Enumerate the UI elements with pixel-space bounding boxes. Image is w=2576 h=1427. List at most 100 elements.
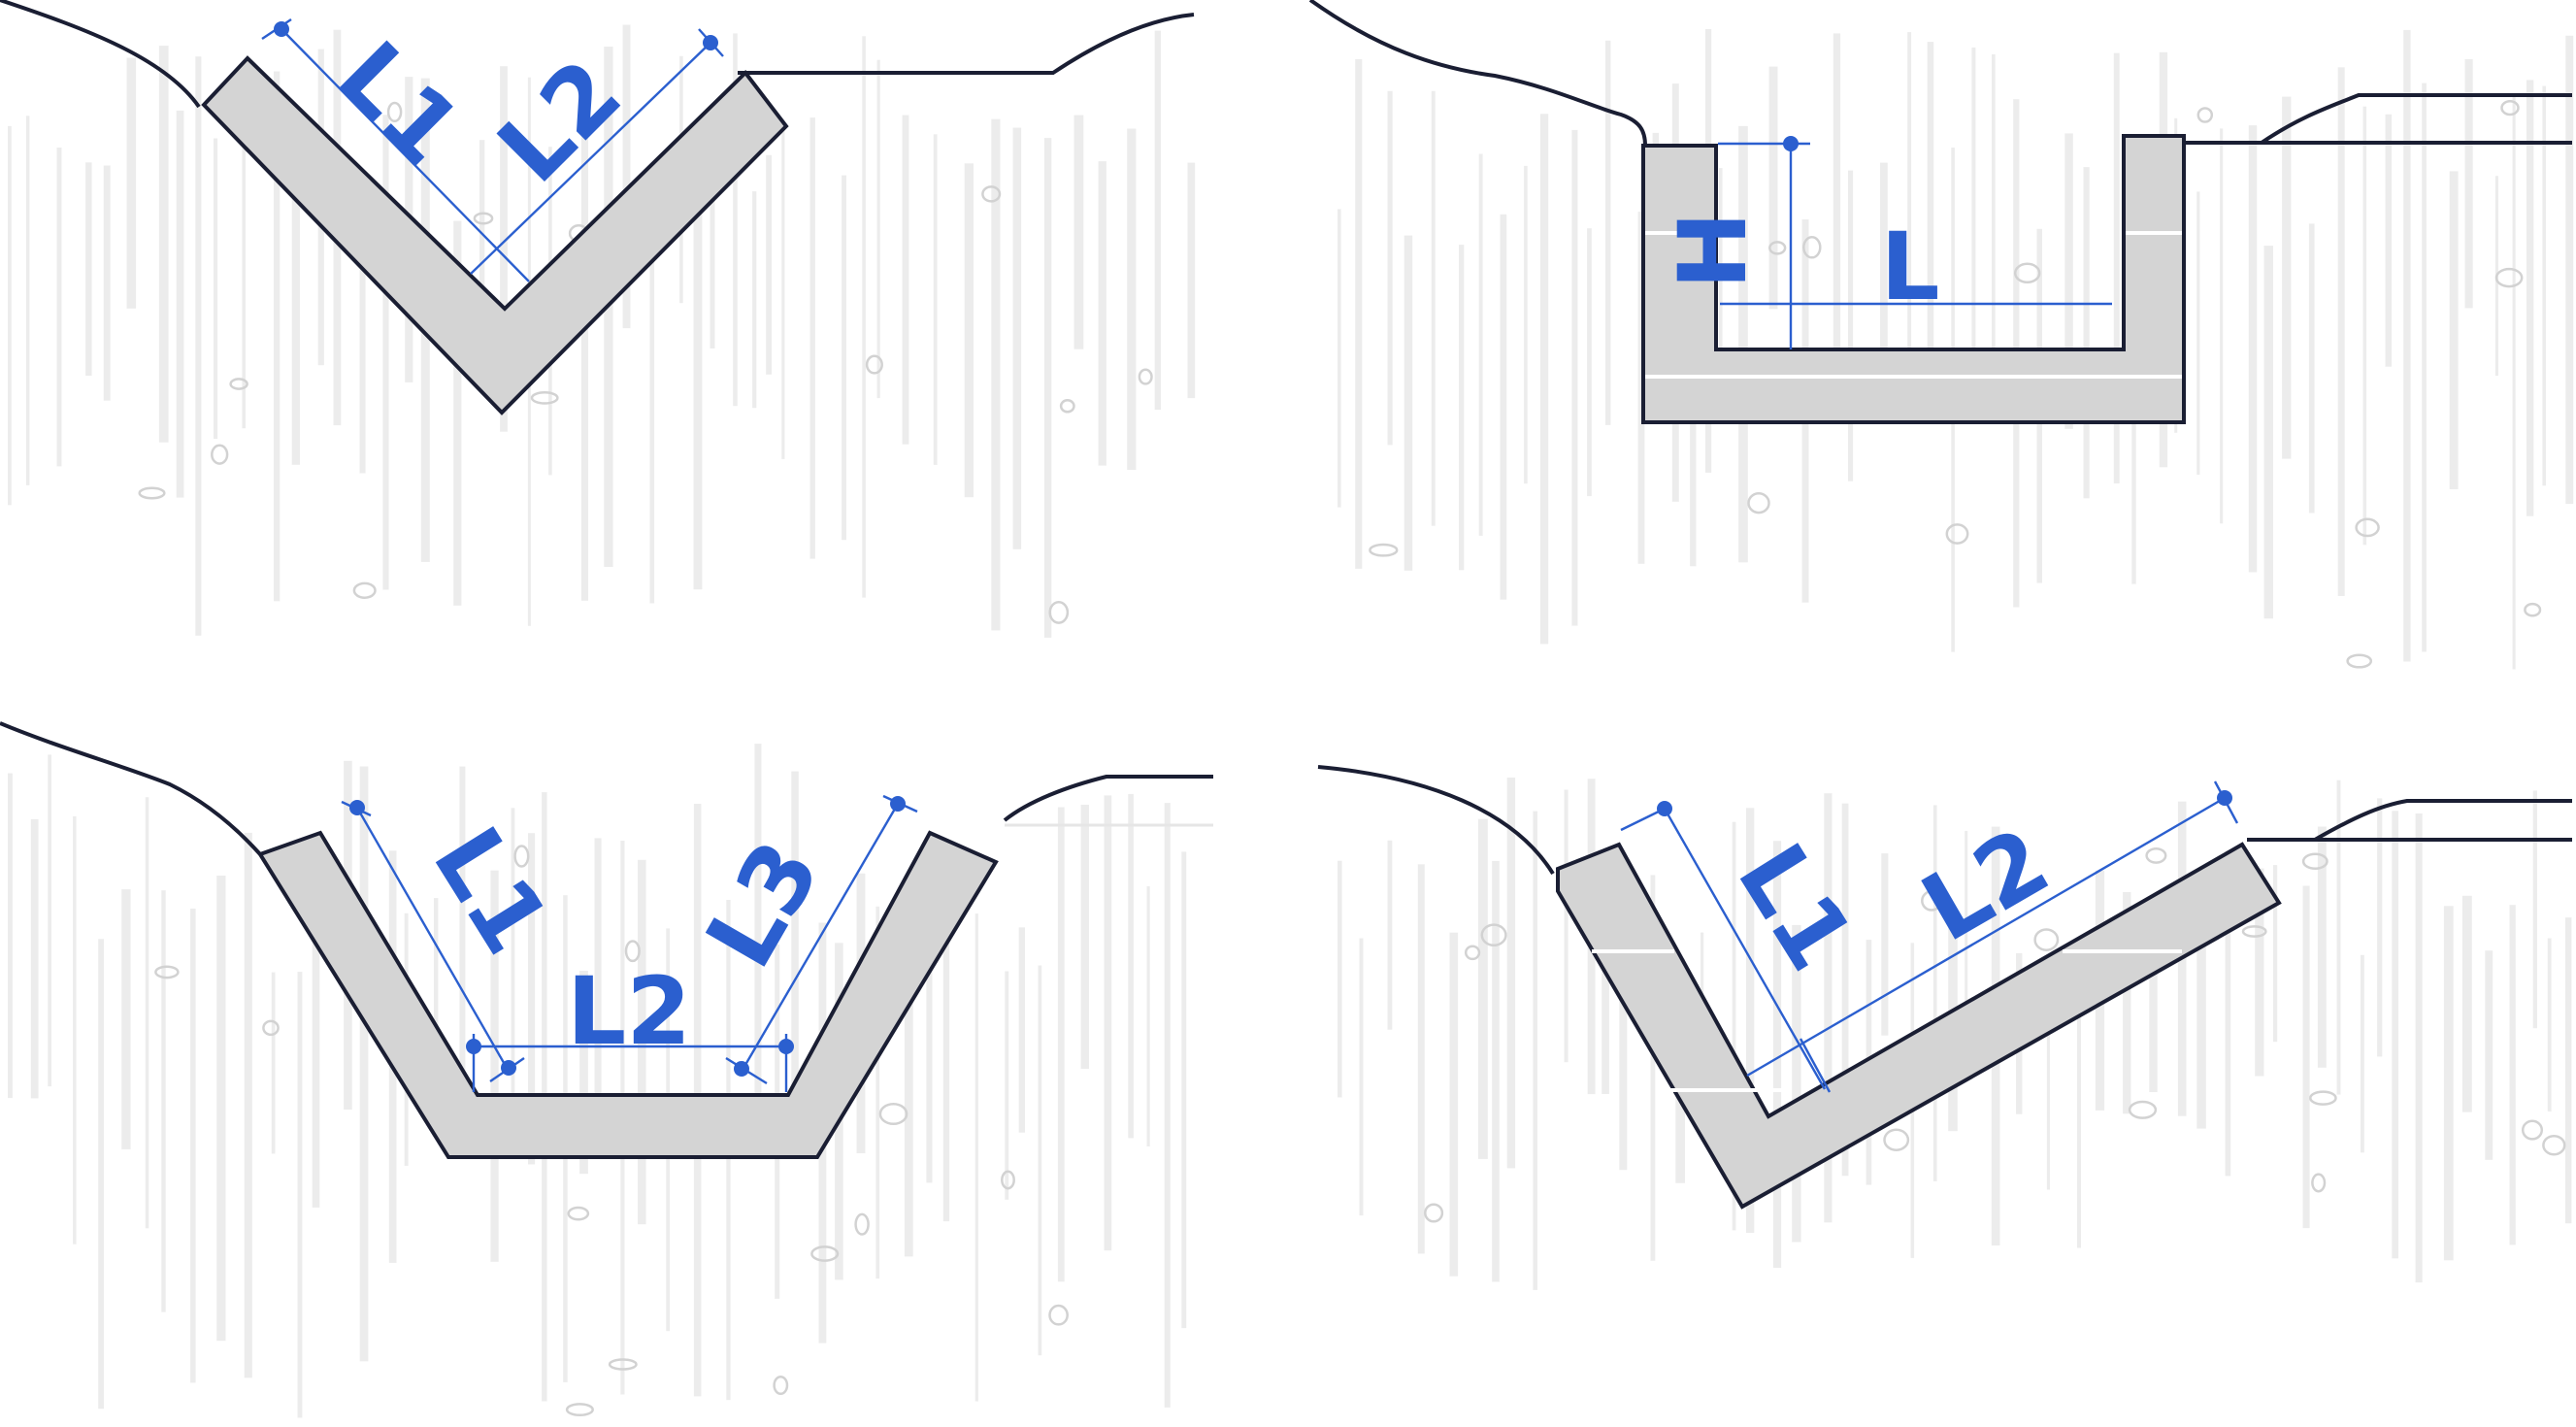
soil-hatch-stripe bbox=[500, 66, 508, 432]
soil-stone bbox=[154, 965, 180, 979]
soil-stone bbox=[1945, 523, 1969, 545]
soil-hatch-stripe bbox=[382, 115, 389, 590]
soil-hatch-stripe bbox=[2362, 106, 2367, 546]
soil-hatch-stripe bbox=[2464, 58, 2473, 309]
soil-hatch-stripe bbox=[1043, 138, 1052, 638]
dimension-endpoint bbox=[501, 1060, 516, 1076]
soil-hatch-stripe bbox=[2449, 171, 2459, 489]
soil-hatch-stripe bbox=[904, 959, 913, 1257]
soil-hatch-stripe bbox=[649, 162, 655, 604]
label-l2: L2 bbox=[1904, 807, 2066, 963]
soil-hatch-stripe bbox=[1338, 860, 1342, 1098]
dimension-line-l1 bbox=[281, 28, 530, 282]
soil-hatch-stripe bbox=[2273, 865, 2278, 1043]
ground-surface-line bbox=[0, 0, 201, 109]
dimension-endpoint bbox=[703, 35, 718, 50]
soil-stone bbox=[2521, 1119, 2544, 1141]
soil-hatch-stripe bbox=[1449, 932, 1459, 1277]
soil-hatch-stripe bbox=[190, 909, 196, 1383]
soil-stone bbox=[352, 581, 377, 599]
soil-hatch-stripe bbox=[754, 744, 762, 1155]
soil-hatch-stripe bbox=[594, 838, 602, 1112]
soil-hatch-stripe bbox=[781, 123, 785, 459]
ground-surface-line bbox=[2184, 93, 2572, 145]
soil-stone bbox=[1059, 399, 1075, 414]
soil-stone bbox=[1921, 890, 1942, 912]
soil-hatch-stripe bbox=[1355, 59, 1363, 569]
soil-hatch-stripe bbox=[862, 36, 866, 598]
soil-hatch-stripe bbox=[244, 832, 252, 1378]
soil-hatch-stripe bbox=[1012, 127, 1022, 549]
soil-stone bbox=[1369, 543, 1399, 557]
soil-stone bbox=[2128, 1100, 2158, 1119]
soil-hatch-stripe bbox=[528, 833, 536, 1165]
label-h: H bbox=[1659, 212, 1767, 289]
soil-hatch-stripe bbox=[297, 972, 303, 1418]
soil-hatch-stripe bbox=[1539, 114, 1549, 645]
soil-hatch-stripe bbox=[2077, 943, 2081, 1248]
soil-hatch-stripe bbox=[2509, 905, 2516, 1245]
soil-hatch-stripe bbox=[1146, 885, 1150, 1146]
soil-hatch-stripe bbox=[2149, 911, 2158, 1092]
soil-hatch-stripe bbox=[1768, 66, 1778, 310]
soil-hatch-stripe bbox=[2196, 191, 2200, 475]
soil-hatch-stripe bbox=[1927, 42, 1934, 390]
soil-hatch-stripe bbox=[1533, 811, 1537, 1290]
soil-stone bbox=[2309, 1090, 2337, 1106]
soil-hatch-stripe bbox=[1605, 40, 1611, 425]
soil-hatch-stripe bbox=[2443, 906, 2454, 1261]
soil-stone bbox=[567, 1206, 590, 1221]
soil-hatch-stripe bbox=[103, 165, 111, 401]
soil-hatch-stripe bbox=[176, 110, 184, 498]
soil-hatch-stripe bbox=[991, 118, 1001, 631]
soil-hatch-stripe bbox=[1417, 864, 1425, 1254]
soil-hatch-stripe bbox=[1038, 965, 1042, 1356]
soil-stone bbox=[2355, 517, 2380, 538]
soil-stone bbox=[1480, 923, 1507, 947]
soil-hatch-stripe bbox=[580, 118, 588, 601]
dimension-endpoint bbox=[2217, 790, 2232, 806]
soil-hatch-stripe bbox=[1478, 153, 1483, 536]
soil-stone bbox=[1138, 368, 1153, 385]
panel-trapezoidal: L1 L2 L3 bbox=[0, 721, 1213, 1159]
soil-hatch-stripe bbox=[1848, 170, 1854, 481]
soil-hatch-stripe bbox=[926, 886, 933, 1183]
soil-hatch-stripe bbox=[1057, 807, 1065, 1282]
soil-hatch-stripe bbox=[1154, 30, 1161, 411]
dimension-tick bbox=[1799, 1038, 1832, 1093]
soil-hatch-stripe bbox=[1187, 162, 1196, 399]
soil-hatch-stripe bbox=[291, 150, 300, 465]
panel-rectangular: H L bbox=[1308, 0, 2572, 424]
soil-stone bbox=[1464, 945, 1481, 961]
dimension-endpoint bbox=[466, 1039, 481, 1054]
soil-hatch-stripe bbox=[964, 163, 974, 498]
ground-surface-line bbox=[1308, 0, 1647, 147]
soil-hatch-stripe bbox=[875, 906, 880, 1279]
soil-hatch-stripe bbox=[1971, 47, 1976, 350]
dimension-endpoint bbox=[1657, 801, 1672, 816]
soil-hatch-stripe bbox=[2565, 35, 2574, 505]
soil-hatch-stripe bbox=[1104, 795, 1112, 1251]
soil-hatch-stripe bbox=[214, 138, 218, 440]
soil-stone bbox=[386, 101, 403, 123]
soil-stone bbox=[2346, 653, 2373, 669]
soil-hatch-stripe bbox=[121, 889, 131, 1149]
soil-hatch-stripe bbox=[876, 59, 880, 399]
soil-hatch-stripe bbox=[1181, 851, 1187, 1329]
soil-hatch-stripe bbox=[2263, 246, 2273, 619]
soil-hatch-stripe bbox=[490, 870, 499, 1262]
ground-surface-line bbox=[1003, 775, 1213, 822]
soil-stone bbox=[2013, 262, 2041, 284]
soil-hatch-stripe bbox=[56, 148, 62, 467]
soil-hatch-stripe bbox=[1459, 245, 1465, 571]
dimension-endpoint bbox=[274, 21, 289, 37]
soil-hatch-stripe bbox=[30, 818, 39, 1099]
soil-hatch-stripe bbox=[2392, 811, 2398, 1259]
soil-stone bbox=[262, 1019, 280, 1037]
soil-hatch-stripe bbox=[2336, 780, 2341, 1095]
soil-hatch-stripe bbox=[1932, 805, 1937, 1181]
panel-asymmetric-v: L1 L2 bbox=[1317, 765, 2572, 1210]
dimension-line-l1 bbox=[355, 807, 509, 1069]
soil-hatch-stripe bbox=[271, 972, 276, 1154]
dimension-tick bbox=[1620, 807, 1666, 832]
